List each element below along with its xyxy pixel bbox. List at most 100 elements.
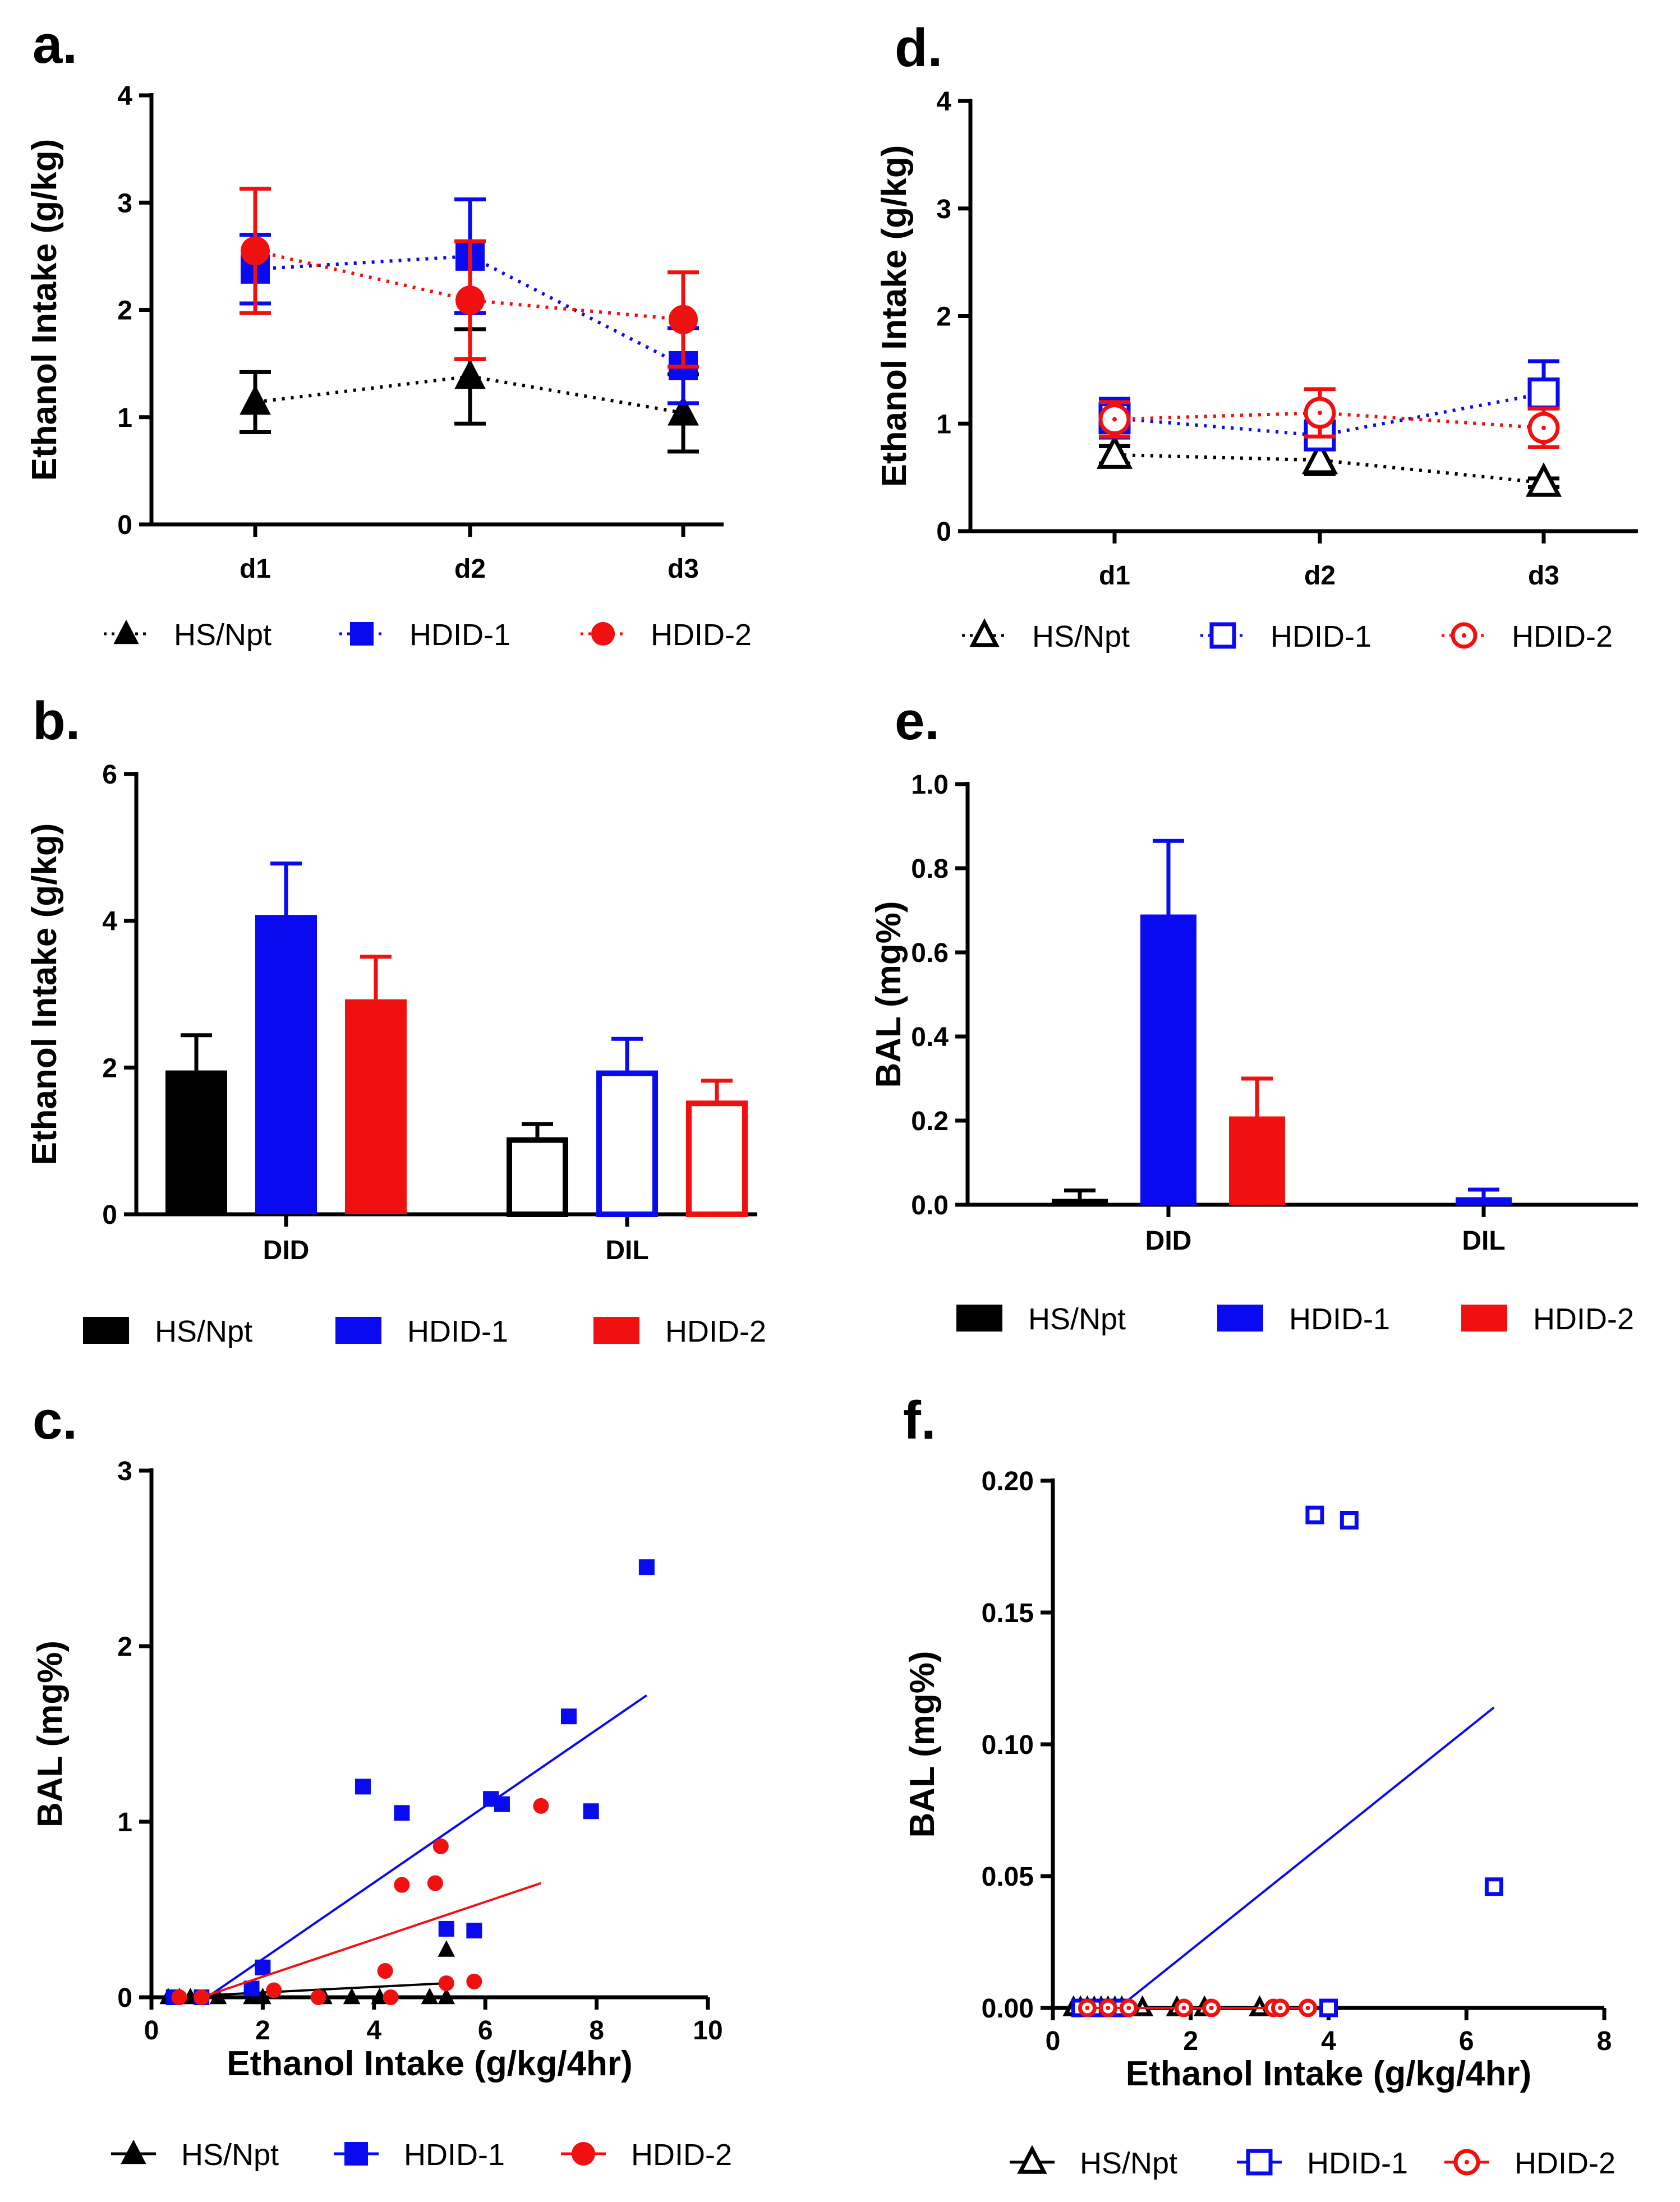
data-point-dot	[1541, 425, 1546, 430]
panel-label: b.	[33, 691, 80, 751]
series-line	[255, 249, 684, 321]
y-tick-label: 0.05	[982, 1862, 1034, 1892]
data-point	[1319, 1998, 1338, 2017]
legend-label: HDID-2	[631, 2138, 732, 2172]
data-point	[638, 1559, 655, 1576]
y-tick-label: 0.8	[911, 854, 949, 884]
data-point-dot	[1085, 2006, 1090, 2010]
data-point-dot	[1305, 2006, 1310, 2010]
y-tick-label: 1	[117, 1808, 132, 1837]
x-tick-label: 8	[589, 2016, 604, 2046]
data-point	[343, 1987, 361, 2005]
y-tick-label: 0.20	[982, 1467, 1034, 1496]
legend-label: HS/Npt	[1080, 2146, 1177, 2180]
data-point	[1340, 1511, 1359, 1530]
data-point-dot	[1181, 2006, 1186, 2010]
data-point-dot	[1126, 2006, 1131, 2010]
data-point	[533, 1798, 549, 1814]
series-hdid-2	[171, 1798, 549, 2005]
y-tick-label: 0	[117, 1983, 132, 2013]
bar	[1052, 1199, 1108, 1205]
fit-line	[206, 1694, 648, 1998]
legend-marker-hdid-1	[350, 622, 374, 646]
legend-swatch-hdid-1	[335, 1317, 381, 1344]
y-axis-title: BAL (mg%)	[869, 901, 908, 1088]
legend-label: HDID-2	[651, 618, 752, 652]
y-tick-label: 0.4	[911, 1022, 949, 1052]
y-tick-label: 1	[936, 409, 951, 439]
data-point	[1301, 440, 1338, 475]
legend-marker-hs-npt	[969, 618, 1000, 647]
x-tick-label: 0	[144, 2016, 159, 2046]
panel-e: e. 0.0 0.2 0.4 0.6 0.8 1.0 BAL (mg%) DID DIL HS/Np…	[869, 691, 1638, 1336]
panel-label: c.	[33, 1390, 77, 1450]
bar	[686, 1100, 748, 1218]
legend-marker-hs-npt	[113, 619, 139, 644]
y-tick-label: 2	[117, 1632, 132, 1662]
data-point	[466, 1973, 482, 1989]
legend-swatch-hs-npt	[956, 1305, 1002, 1332]
data-point	[1525, 462, 1562, 497]
data-point	[1484, 1877, 1503, 1896]
bar	[165, 1070, 227, 1214]
fit-line	[201, 1882, 542, 1998]
panel-label: d.	[895, 18, 942, 78]
x-tick-label: DIL	[605, 1236, 648, 1265]
series-hdid-2	[1078, 1998, 1318, 2017]
legend-label: HDID-2	[1533, 1302, 1634, 1336]
y-tick-label: 0.00	[982, 1994, 1034, 2024]
x-tick-label: 6	[478, 2016, 493, 2046]
panel-label: f.	[903, 1390, 936, 1450]
x-tick-label: d1	[240, 554, 271, 584]
y-tick-label: 2	[102, 1053, 117, 1083]
panel-c: c. 0 1 2 3 BAL (mg%) 0 2 4 6 8 10 Ethanol Intake (g/…	[31, 1390, 732, 2172]
legend-label: HDID-1	[409, 618, 510, 652]
x-tick-label: d2	[1304, 561, 1336, 591]
data-point	[1527, 377, 1560, 410]
legend-label: HDID-1	[407, 1315, 508, 1348]
data-point	[438, 1987, 455, 2005]
data-point	[241, 236, 270, 266]
legend-marker-hdid-2-dot	[1465, 2160, 1469, 2164]
x-tick-label: 10	[693, 2016, 722, 2046]
data-point	[669, 305, 698, 334]
y-axis-title: BAL (mg%)	[31, 1641, 70, 1827]
legend-label: HDID-1	[1271, 620, 1371, 653]
legend-marker-hdid-2	[591, 622, 615, 646]
data-point	[194, 1989, 210, 2005]
legend-marker-hdid-1	[1209, 622, 1236, 649]
data-point	[494, 1796, 510, 1812]
x-tick-label: 6	[1459, 2026, 1474, 2056]
y-tick-label: 3	[117, 188, 132, 218]
x-tick-label: 2	[1183, 2026, 1198, 2056]
x-tick-label: d3	[668, 554, 699, 584]
y-axis-title: BAL (mg%)	[903, 1651, 942, 1838]
x-tick-label: 8	[1597, 2026, 1612, 2056]
data-point	[454, 359, 486, 389]
y-tick-label: 0.2	[911, 1107, 949, 1136]
data-point	[466, 1923, 482, 1939]
data-point	[583, 1803, 599, 1819]
data-point	[171, 1989, 187, 2005]
legend-swatch-hdid-2	[593, 1317, 639, 1344]
data-point	[438, 1940, 455, 1957]
legend-marker-hs-npt	[121, 2139, 146, 2164]
legend-label: HDID-2	[1515, 2146, 1615, 2180]
data-point	[432, 1838, 449, 1854]
x-tick-label: 0	[1046, 2026, 1061, 2056]
legend-marker-hdid-1	[344, 2142, 368, 2166]
bar	[1367, 1203, 1423, 1205]
data-point	[455, 285, 485, 315]
y-axis-title: Ethanol Intake (g/kg)	[25, 823, 64, 1166]
panel-a: a. 0 1 2 3 4 Ethanol Intake (g/kg) d1 d2 d3 HS/Npt…	[25, 15, 752, 652]
x-tick-label: d3	[1528, 561, 1559, 591]
data-point	[438, 1975, 454, 1991]
legend-swatch-hs-npt	[83, 1317, 129, 1344]
bar	[596, 1070, 658, 1217]
legend-label: HS/Npt	[1028, 1302, 1126, 1336]
legend-label: HDID-1	[1307, 2146, 1408, 2180]
data-point	[1096, 434, 1133, 469]
x-tick-label: d1	[1099, 561, 1130, 591]
legend-marker-hdid-2	[572, 2142, 595, 2166]
x-tick-label: 4	[1321, 2026, 1336, 2056]
